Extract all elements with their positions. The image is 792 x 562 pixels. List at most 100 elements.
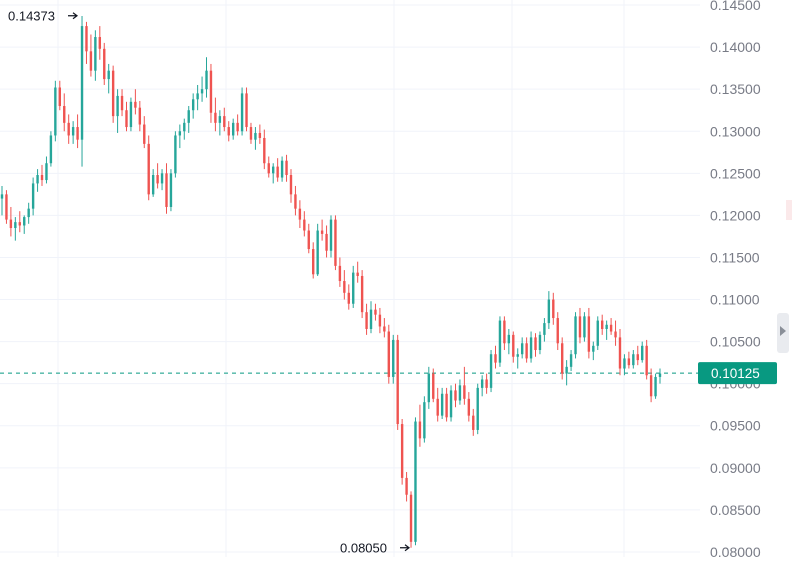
candle-body xyxy=(134,101,137,108)
y-axis-tick-label: 0.12000 xyxy=(710,207,761,223)
candle xyxy=(23,215,26,234)
candle-body xyxy=(632,354,635,366)
candle xyxy=(516,348,519,369)
candle xyxy=(129,97,133,132)
candle xyxy=(658,368,662,384)
candle-body xyxy=(289,175,293,195)
candle xyxy=(303,211,306,237)
candle-body xyxy=(609,324,613,332)
candle xyxy=(249,122,253,144)
candle xyxy=(534,333,537,357)
candle-body xyxy=(614,331,617,338)
candle-body xyxy=(223,116,226,128)
candle-body xyxy=(85,26,88,52)
candle xyxy=(58,80,61,111)
candle xyxy=(71,121,75,144)
candle xyxy=(191,93,195,119)
candle xyxy=(285,154,288,182)
candle-body xyxy=(103,48,106,80)
candle xyxy=(178,124,182,149)
candle-body xyxy=(178,131,182,136)
candle xyxy=(569,350,573,372)
candle-body xyxy=(325,233,328,251)
candle-body xyxy=(187,110,190,123)
candle-body xyxy=(205,70,208,90)
candle-body xyxy=(552,299,555,319)
candle xyxy=(111,65,115,123)
candle-body xyxy=(231,122,235,136)
candle-body xyxy=(649,375,653,397)
candle xyxy=(45,156,48,184)
candle xyxy=(312,242,315,279)
candle-body xyxy=(329,219,333,251)
candle-body xyxy=(356,272,359,276)
candle xyxy=(565,360,568,386)
candle-body xyxy=(263,137,266,164)
price-axis[interactable]: 0.14500 0.14000 0.13500 0.13000 0.12500 0.120… xyxy=(710,0,761,560)
candle xyxy=(578,307,582,344)
candle-body xyxy=(138,107,142,125)
candle xyxy=(294,185,297,216)
candle-body xyxy=(218,116,222,123)
candle-body xyxy=(31,183,35,209)
candle xyxy=(458,379,462,405)
candle-body xyxy=(80,26,84,140)
chevron-right-icon[interactable] xyxy=(780,326,786,336)
candle xyxy=(618,328,622,376)
candle xyxy=(583,312,586,342)
candle-body xyxy=(427,373,431,403)
candles xyxy=(0,15,662,548)
candle xyxy=(432,368,435,403)
candle-body xyxy=(445,393,448,418)
candle xyxy=(338,257,342,287)
candle-body xyxy=(418,421,422,439)
candle xyxy=(267,156,270,178)
high-marker-arrow-icon xyxy=(68,12,78,20)
candle xyxy=(223,107,226,132)
candle xyxy=(165,163,168,214)
candle-body xyxy=(498,320,502,363)
candle-body xyxy=(258,132,262,138)
candle-body xyxy=(516,354,519,357)
candle-body xyxy=(485,379,488,388)
candle xyxy=(365,303,368,335)
candle xyxy=(236,114,239,136)
candle-body xyxy=(400,424,404,478)
candle-body xyxy=(280,160,284,178)
candle-body xyxy=(476,387,479,430)
candle xyxy=(116,89,119,133)
candle-body xyxy=(156,175,159,184)
candle xyxy=(94,30,97,81)
candle-body xyxy=(67,122,70,136)
candle-body xyxy=(227,127,230,136)
candle-body xyxy=(174,135,177,174)
candle xyxy=(18,211,21,233)
candle xyxy=(329,215,333,258)
candle-body xyxy=(249,127,253,140)
y-axis-tick-label: 0.14500 xyxy=(710,0,761,13)
candle xyxy=(36,169,39,192)
candle-body xyxy=(40,175,44,181)
candle xyxy=(316,223,319,276)
candle xyxy=(98,26,102,60)
candle xyxy=(27,202,30,224)
candle xyxy=(183,118,186,140)
candle-body xyxy=(636,354,639,361)
candle xyxy=(476,383,479,435)
candle-body xyxy=(36,175,39,184)
candle-body xyxy=(654,376,657,397)
current-price-label: 0.10125 xyxy=(711,366,760,381)
candle xyxy=(325,225,328,258)
candle xyxy=(147,135,150,201)
candle-body xyxy=(618,337,622,369)
candle-body xyxy=(405,477,408,495)
candle-body xyxy=(396,339,399,425)
candle xyxy=(512,331,515,363)
candle-body xyxy=(543,323,546,335)
candle-body xyxy=(583,316,586,338)
edge-indicator xyxy=(786,200,792,220)
y-axis-tick-label: 0.09000 xyxy=(710,460,761,476)
candle-body xyxy=(240,93,244,132)
